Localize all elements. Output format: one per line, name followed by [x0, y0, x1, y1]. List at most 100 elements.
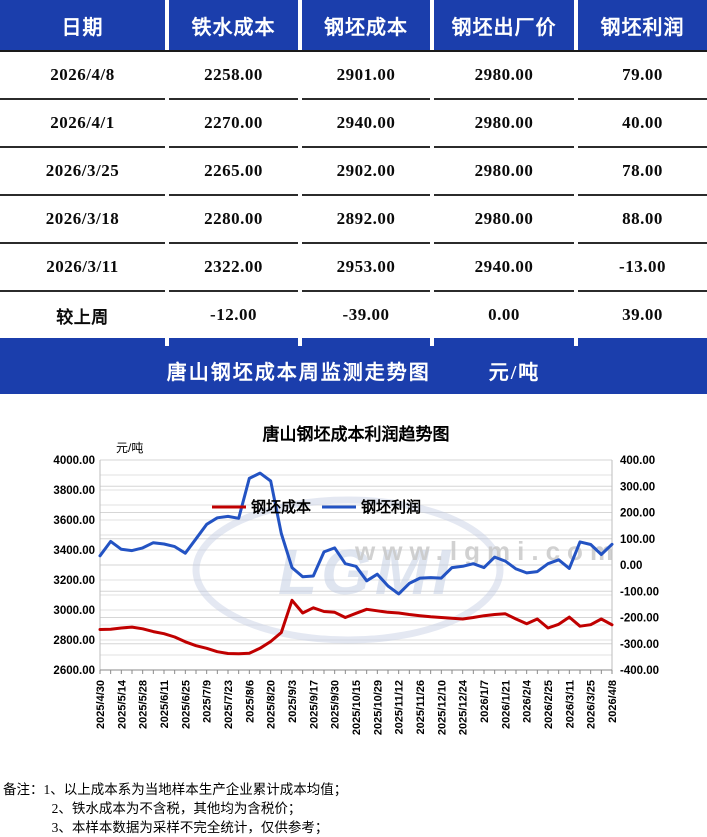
col-header-exfactory: 钢坯出厂价 [434, 0, 574, 50]
table-cell: 2280.00 [169, 196, 298, 244]
x-axis-tick-label: 2025/8/20 [266, 680, 278, 729]
table-cell: 0.00 [488, 305, 520, 324]
table-cell: 2270.00 [169, 100, 298, 148]
cost-table-header: 日期 铁水成本 钢坯成本 钢坯出厂价 钢坯利润 [0, 0, 707, 52]
table-cell: 2980.00 [434, 148, 574, 196]
table-cell: 2940.00 [302, 100, 430, 148]
table-row: 2026/3/25 2265.00 2902.00 2980.00 78.00 [0, 148, 707, 196]
col-header-profit: 钢坯利润 [578, 0, 707, 50]
table-cell: 较上周 [56, 307, 109, 327]
left-axis-tick-label: 3600.00 [53, 515, 95, 527]
right-axis-tick-label: 0.00 [620, 560, 642, 572]
table-cell: 2892.00 [302, 196, 430, 244]
chart-title: 唐山钢坯成本利润趋势图 [263, 424, 450, 444]
right-axis-tick-label: 300.00 [620, 481, 655, 493]
col-header-billetcost: 钢坯成本 [302, 0, 430, 50]
table-cell: 2258.00 [169, 52, 298, 100]
x-axis-tick-label: 2026/3/25 [586, 680, 598, 729]
col-header-date: 日期 [0, 0, 165, 50]
table-row: 2026/4/8 2258.00 2901.00 2980.00 79.00 [0, 52, 707, 100]
left-axis-tick-label: 2800.00 [53, 635, 95, 647]
right-axis-tick-label: -100.00 [620, 586, 659, 598]
left-axis-tick-label: 3200.00 [53, 575, 95, 587]
table-cell: 79.00 [578, 52, 707, 100]
table-cell: 2980.00 [434, 196, 574, 244]
x-axis-tick-label: 2025/4/30 [95, 680, 107, 729]
table-cell: -12.00 [210, 305, 257, 324]
right-axis-tick-label: -200.00 [620, 613, 659, 625]
table-cell: 2026/3/11 [0, 244, 165, 292]
x-axis-tick-label: 2025/6/25 [180, 680, 192, 729]
table-row: 2026/3/11 2322.00 2953.00 2940.00 -13.00 [0, 244, 707, 292]
x-axis-tick-label: 2026/3/11 [564, 680, 576, 728]
left-axis-tick-label: 3000.00 [53, 605, 95, 617]
table-cell: 39.00 [622, 305, 663, 324]
right-axis-tick-label: 100.00 [620, 534, 655, 546]
x-axis-tick-label: 2025/12/24 [458, 679, 470, 735]
x-axis-tick-label: 2025/5/14 [116, 679, 128, 729]
x-axis-tick-label: 2025/10/15 [351, 680, 363, 735]
legend-label-cost: 钢坯成本 [251, 498, 311, 516]
banner-title: 唐山钢坯成本周监测走势图 [166, 361, 431, 384]
table-cell: 2902.00 [302, 148, 430, 196]
x-axis-tick-label: 2026/2/25 [543, 680, 555, 729]
right-axis-tick-label: -400.00 [620, 665, 659, 677]
table-row: 较上周 -12.00 -39.00 0.00 39.00 [0, 292, 707, 338]
table-cell: -13.00 [578, 244, 707, 292]
x-axis-tick-label: 2025/7/9 [202, 680, 214, 723]
table-cell: 2026/3/18 [0, 196, 165, 244]
footnote-line: 3、本样本数据为采样不完全统计，仅供参考； [51, 820, 329, 835]
table-cell: 2980.00 [434, 52, 574, 100]
x-axis-tick-label: 2025/8/6 [244, 680, 256, 723]
x-axis-tick-label: 2025/12/10 [436, 680, 448, 735]
section-banner: 唐山钢坯成本周监测走势图 元/吨 [0, 346, 707, 394]
x-axis-tick-label: 2025/7/23 [223, 680, 235, 729]
table-cell: 2026/4/1 [0, 100, 165, 148]
x-axis-tick-label: 2025/9/17 [308, 680, 320, 729]
table-cell: 2980.00 [434, 100, 574, 148]
x-axis-tick-label: 2026/1/7 [479, 680, 491, 723]
trend-chart: LGMI www.lgmi.com 4000.00 3800.00 3600.00 340… [0, 394, 707, 775]
x-axis-tick-label: 2026/1/21 [500, 680, 512, 729]
series-line-1 [98, 471, 614, 596]
footnote-line: 2、铁水成本为不含税，其他均为含税价； [51, 801, 302, 816]
table-cell: -39.00 [342, 305, 390, 324]
col-header-ironcost: 铁水成本 [169, 0, 298, 50]
x-axis-tick-label: 2025/11/12 [394, 680, 406, 734]
table-bottom-rule [0, 338, 707, 346]
table-cell: 2322.00 [169, 244, 298, 292]
legend-label-profit: 钢坯利润 [361, 498, 421, 516]
table-cell: 78.00 [578, 148, 707, 196]
right-axis-tick-label: 400.00 [620, 455, 655, 467]
x-axis-tick-label: 2025/5/28 [138, 680, 150, 729]
x-axis-tick-label: 2025/9/30 [330, 680, 342, 729]
x-axis-tick-label: 2025/11/26 [415, 680, 427, 734]
table-cell: 2026/4/8 [0, 52, 165, 100]
watermark-logo-oval [192, 496, 504, 644]
left-axis-tick-label: 2600.00 [53, 665, 95, 677]
series-line-0 [98, 598, 614, 656]
x-axis-tick-label: 2025/10/29 [372, 680, 384, 735]
footnotes: 备注：1、以上成本系为当地样本生产企业累计成本均值； 2、铁水成本为不含税，其他均… [0, 775, 707, 837]
left-axis-tick-label: 4000.00 [53, 455, 95, 467]
banner-unit: 元/吨 [488, 361, 541, 384]
table-cell: 2953.00 [302, 244, 430, 292]
watermark-logo-text: LGMI [278, 536, 454, 608]
right-axis-tick-label: 200.00 [620, 508, 655, 520]
table-cell: 88.00 [578, 196, 707, 244]
left-axis-tick-label: 3400.00 [53, 545, 95, 557]
footnote-line: 备注：1、以上成本系为当地样本生产企业累计成本均值； [3, 782, 348, 797]
cost-table-body: 2026/4/8 2258.00 2901.00 2980.00 79.00 2026/4… [0, 52, 707, 338]
watermark-url: www.lgmi.com [354, 536, 620, 566]
x-axis-tick-label: 2025/6/11 [159, 680, 171, 728]
table-cell: 2901.00 [302, 52, 430, 100]
x-axis-tick-label: 2026/4/8 [607, 680, 619, 723]
left-axis-tick-label: 3800.00 [53, 485, 95, 497]
table-row: 2026/3/18 2280.00 2892.00 2980.00 88.00 [0, 196, 707, 244]
chart-unit-label: 元/吨 [116, 441, 143, 455]
right-axis-tick-label: -300.00 [620, 639, 659, 651]
table-cell: 2026/3/25 [0, 148, 165, 196]
table-cell: 40.00 [578, 100, 707, 148]
